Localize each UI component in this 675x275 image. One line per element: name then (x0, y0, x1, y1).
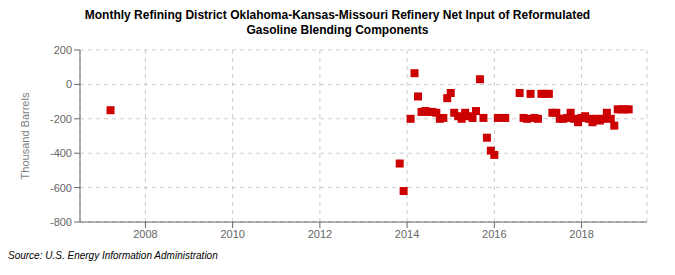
html-text:Gasoline Blending Components: Gasoline Blending Components (246, 23, 429, 37)
svg-text:-200: -200 (50, 113, 72, 125)
svg-text:-400: -400 (50, 147, 72, 159)
svg-text:2018: 2018 (569, 228, 593, 240)
svg-text:-600: -600 (50, 182, 72, 194)
svg-text:0: 0 (66, 78, 72, 90)
html-text:Monthly Refining District Okla: Monthly Refining District Oklahoma-Kansa… (84, 8, 591, 22)
svg-text:Thousand Barrels: Thousand Barrels (19, 92, 31, 179)
svg-text:2014: 2014 (395, 228, 419, 240)
svg-text:2016: 2016 (482, 228, 506, 240)
svg-text:2012: 2012 (308, 228, 332, 240)
svg-text:-800: -800 (50, 216, 72, 228)
html-text:Source: U.S. Energy Informatio: Source: U.S. Energy Information Administ… (8, 250, 218, 261)
svg-text:2010: 2010 (220, 228, 244, 240)
svg-text:2008: 2008 (133, 228, 157, 240)
svg-text:200: 200 (54, 44, 72, 56)
